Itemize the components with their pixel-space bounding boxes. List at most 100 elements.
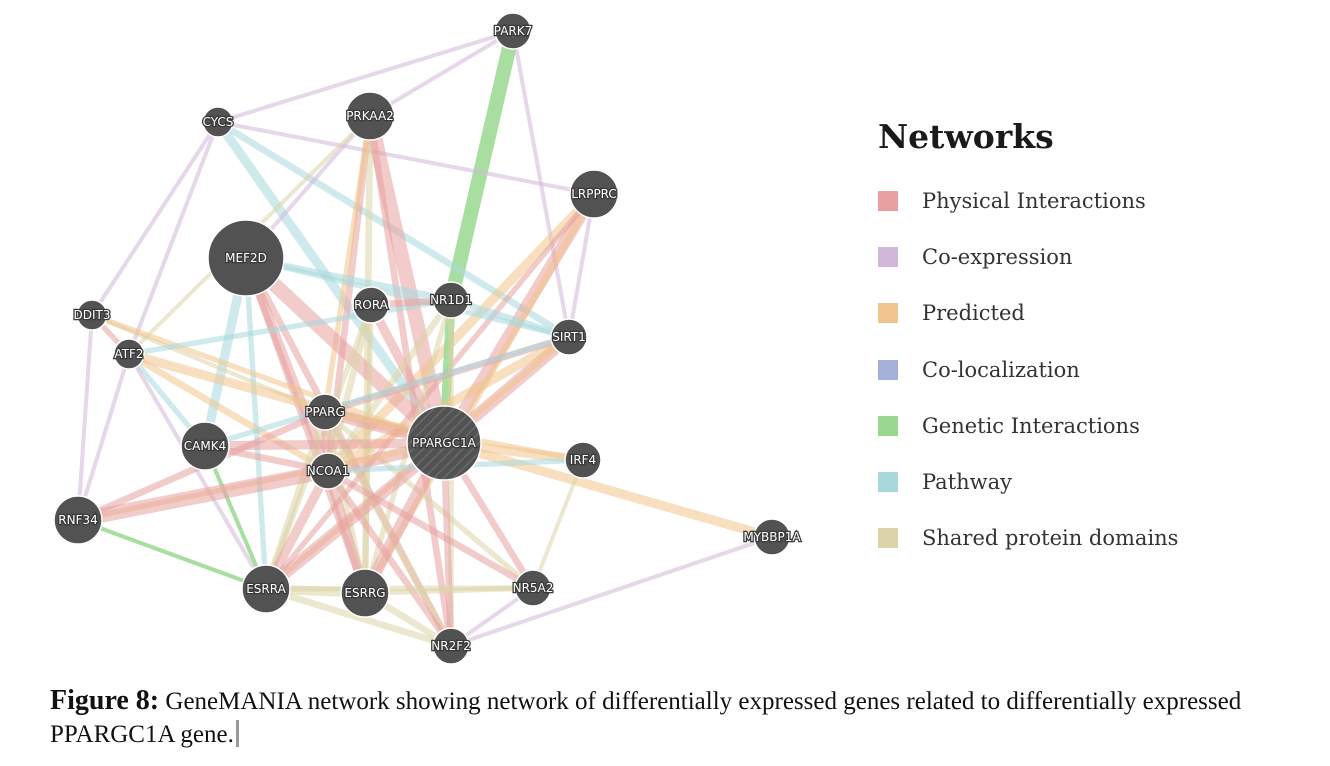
edge-nr1d1-sirt1: [449, 296, 571, 341]
node-circle[interactable]: [569, 169, 619, 219]
node-circle[interactable]: [309, 452, 347, 490]
node-label: NR1D1: [430, 293, 472, 307]
node-circle[interactable]: [207, 219, 285, 297]
legend-label: Physical Interactions: [922, 189, 1146, 214]
node-camk4[interactable]: CAMK4: [180, 421, 230, 471]
edge-ddit3-cycs: [90, 120, 220, 317]
legend-item-pathway: Pathway: [878, 454, 1298, 510]
node-label: PRKAA2: [346, 109, 394, 123]
node-lrpprc[interactable]: LRPPRC: [569, 169, 619, 219]
caption-text: GeneMANIA network showing network of dif…: [50, 688, 1242, 748]
edge-park7-cycs: [217, 29, 514, 124]
edge-atf2-rnf34: [76, 353, 131, 521]
node-circle[interactable]: [202, 106, 234, 138]
node-label: DDIT3: [74, 308, 111, 322]
legend-label: Co-expression: [922, 245, 1073, 270]
node-circle[interactable]: [241, 564, 291, 614]
node-circle[interactable]: [564, 441, 602, 479]
node-rnf34[interactable]: RNF34: [53, 495, 103, 545]
node-label: ESRRG: [344, 586, 385, 600]
node-circle[interactable]: [113, 338, 145, 370]
legend-label: Predicted: [922, 301, 1025, 326]
legend-swatch-coexpression: [878, 247, 898, 268]
edge-esrrg-nr5a2: [364, 585, 534, 596]
legend-item-coexpression: Co-expression: [878, 229, 1298, 285]
node-circle[interactable]: [352, 286, 390, 324]
node-circle[interactable]: [406, 405, 482, 481]
node-label: CAMK4: [184, 439, 226, 453]
node-park7[interactable]: PARK7: [492, 12, 534, 50]
node-circle[interactable]: [432, 281, 470, 319]
edge-mef2d-esrra: [243, 257, 269, 590]
edge-camk4-esrra: [203, 445, 268, 590]
figure-caption: Figure 8: GeneMANIA network showing netw…: [50, 684, 1290, 751]
node-circle[interactable]: [432, 627, 470, 665]
edge-prkaa2-pparg: [322, 115, 373, 413]
edge-rnf34-ddit3: [75, 314, 95, 521]
node-atf2[interactable]: ATF2: [113, 338, 145, 370]
edge-sirt1-camk4: [204, 334, 570, 449]
node-circle[interactable]: [53, 495, 103, 545]
edge-park7-prkaa2: [368, 29, 515, 118]
legend-swatch-colocalization: [878, 359, 898, 380]
node-prkaa2[interactable]: PRKAA2: [345, 91, 395, 141]
node-ncoa1[interactable]: NCOA1: [305, 452, 351, 490]
legend-item-predicted: Predicted: [878, 285, 1298, 341]
node-label: NCOA1: [307, 464, 349, 478]
node-rora[interactable]: RORA: [352, 286, 390, 324]
node-ddit3[interactable]: DDIT3: [72, 299, 112, 331]
node-label: RORA: [354, 298, 389, 312]
node-cycs[interactable]: CYCS: [201, 106, 235, 138]
legend-label: Genetic Interactions: [922, 413, 1140, 438]
legend-title: Networks: [878, 117, 1054, 156]
node-label: PARK7: [494, 24, 533, 38]
node-label: MYBBP1A: [743, 530, 801, 544]
node-circle[interactable]: [306, 393, 344, 431]
edge-cycs-atf2: [127, 121, 220, 355]
edge-esrra-nr2f2: [265, 585, 452, 650]
node-nr1d1[interactable]: NR1D1: [429, 281, 473, 319]
edge-camk4-ppargc1a: [204, 438, 445, 451]
node-circle[interactable]: [340, 568, 390, 618]
legend-swatch-predicted: [878, 303, 898, 324]
legend-swatch-physical: [878, 191, 898, 212]
node-label: LRPPRC: [571, 187, 617, 201]
node-label: SIRT1: [552, 330, 586, 344]
node-label: PPARGC1A: [412, 436, 477, 450]
node-circle[interactable]: [514, 569, 552, 607]
node-label: RNF34: [58, 513, 98, 527]
node-pparg[interactable]: PPARG: [304, 393, 346, 431]
node-esrrg[interactable]: ESRRG: [340, 568, 390, 618]
node-sirt1[interactable]: SIRT1: [550, 318, 588, 356]
node-circle[interactable]: [345, 91, 395, 141]
node-circle[interactable]: [494, 12, 532, 50]
node-circle[interactable]: [180, 421, 230, 471]
edge-mef2d-ppargc1a: [241, 252, 449, 449]
edge-park7-nr1d1: [443, 29, 521, 302]
node-label: ATF2: [114, 347, 143, 361]
legend-item-shared: Shared protein domains: [878, 510, 1298, 566]
node-mybbp1a[interactable]: MYBBP1A: [742, 518, 803, 556]
edge-ncoa1-rnf34: [76, 463, 330, 528]
edge-irf4-nr5a2: [531, 459, 585, 589]
node-circle[interactable]: [550, 318, 588, 356]
node-ppargc1a[interactable]: PPARGC1A: [406, 405, 482, 481]
edge-atf2-esrra: [127, 352, 268, 591]
edge-atf2-ncoa1: [127, 351, 330, 474]
edge-ncoa1-nr2f2: [325, 469, 454, 648]
node-label: ESRRA: [246, 582, 286, 596]
legend-item-colocalization: Co-localization: [878, 342, 1298, 398]
node-circle[interactable]: [753, 518, 791, 556]
node-mef2d[interactable]: MEF2D: [207, 219, 285, 297]
node-irf4[interactable]: IRF4: [564, 441, 602, 479]
network-nodes: PARK7 CYCS PRKAA2 LRPPRC MEF2D DDIT3 ATF2 RORA N…: [53, 12, 803, 665]
edge-atf2-nr1d1: [128, 297, 452, 357]
edge-ppargc1a-mybbp1a: [442, 438, 774, 542]
node-circle[interactable]: [76, 299, 108, 331]
gene-network: PARK7 CYCS PRKAA2 LRPPRC MEF2D DDIT3 ATF2 RORA N…: [53, 12, 803, 665]
node-nr2f2[interactable]: NR2F2: [430, 627, 472, 665]
edge-pparg-nr2f2: [322, 410, 454, 648]
node-esrra[interactable]: ESRRA: [241, 564, 291, 614]
legend-swatch-pathway: [878, 472, 898, 493]
node-nr5a2[interactable]: NR5A2: [511, 569, 555, 607]
